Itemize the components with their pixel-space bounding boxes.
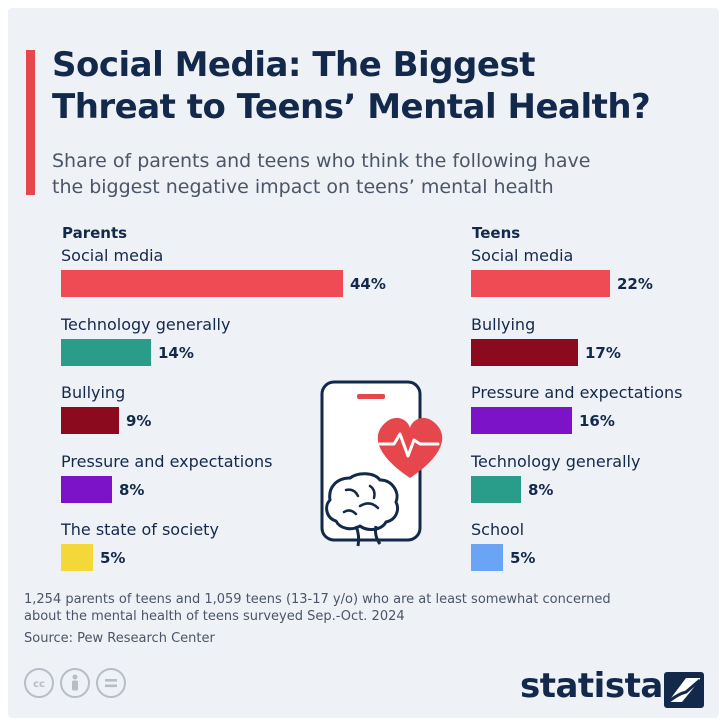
teens-bar: [471, 338, 578, 366]
parents-bar: [61, 475, 112, 503]
parents-category-label: Social media: [61, 246, 164, 265]
teens-value-label: 22%: [617, 275, 653, 293]
teens-category-label: Pressure and expectations: [471, 383, 683, 402]
parents-bar: [61, 407, 119, 434]
teens-category-label: Technology generally: [471, 451, 641, 471]
teens-value-label: 17%: [585, 343, 621, 362]
footnote: 1,254 parents of teens and 1,059 teens (…: [24, 591, 664, 625]
teens-category-label: Bullying: [471, 314, 536, 334]
chart-title: Social Media: The Biggest Threat to Teen…: [52, 44, 712, 128]
source-note: Source: Pew Research Center: [24, 631, 215, 646]
brain-icon: [325, 472, 400, 547]
chart-subtitle: Share of parents and teens who think the…: [52, 148, 702, 200]
footnote-line-2: about the mental health of teens surveye…: [24, 609, 405, 624]
teens-panel-heading: Teens: [472, 224, 521, 242]
heart-icon: [377, 417, 443, 478]
title-accent-bar: [26, 50, 35, 195]
subtitle-line-1: Share of parents and teens who think the…: [52, 150, 591, 172]
statista-wordmark: statista: [520, 666, 663, 706]
footnote-line-1: 1,254 parents of teens and 1,059 teens (…: [24, 592, 611, 607]
attribution-glyph: [72, 674, 78, 691]
teens-value-label: 5%: [510, 549, 536, 567]
teens-bar: [471, 270, 610, 297]
teens-value-label: 16%: [579, 412, 615, 430]
teens-bar: [471, 544, 503, 571]
statista-logo-icon: [664, 672, 704, 708]
phone-brain-heart-illustration: [320, 380, 443, 547]
parents-category-label: Technology generally: [61, 314, 231, 334]
teens-bar: [471, 475, 521, 503]
parents-bar: [61, 544, 93, 571]
parents-value-label: 44%: [350, 275, 386, 293]
teens-category-label: Social media: [471, 246, 574, 265]
cc-glyph: cc: [33, 679, 45, 690]
parents-panel-heading: Parents: [62, 224, 128, 242]
svg-text:cc: cc: [33, 679, 45, 690]
teens-value-label: 8%: [528, 480, 554, 499]
parents-bar: [61, 338, 151, 366]
parents-value-label: 14%: [158, 343, 194, 362]
attribution-icon[interactable]: [60, 668, 90, 698]
parents-value-label: 9%: [126, 412, 152, 430]
no-derivatives-glyph: [105, 679, 117, 688]
cc-license-icon[interactable]: cc: [24, 668, 54, 698]
parents-value-label: 5%: [100, 549, 126, 567]
parents-bar: [61, 270, 343, 297]
parents-category-label: The state of society: [61, 520, 219, 539]
teens-bar: [471, 407, 572, 434]
no-derivatives-icon[interactable]: [96, 668, 126, 698]
parents-category-label: Pressure and expectations: [61, 451, 273, 471]
parents-value-label: 8%: [119, 480, 145, 499]
title-line-2: Threat to Teens’ Mental Health?: [52, 87, 651, 127]
parents-category-label: Bullying: [61, 383, 126, 402]
subtitle-line-2: the biggest negative impact on teens’ me…: [52, 176, 554, 198]
title-line-1: Social Media: The Biggest: [52, 45, 535, 85]
teens-category-label: School: [471, 520, 525, 539]
